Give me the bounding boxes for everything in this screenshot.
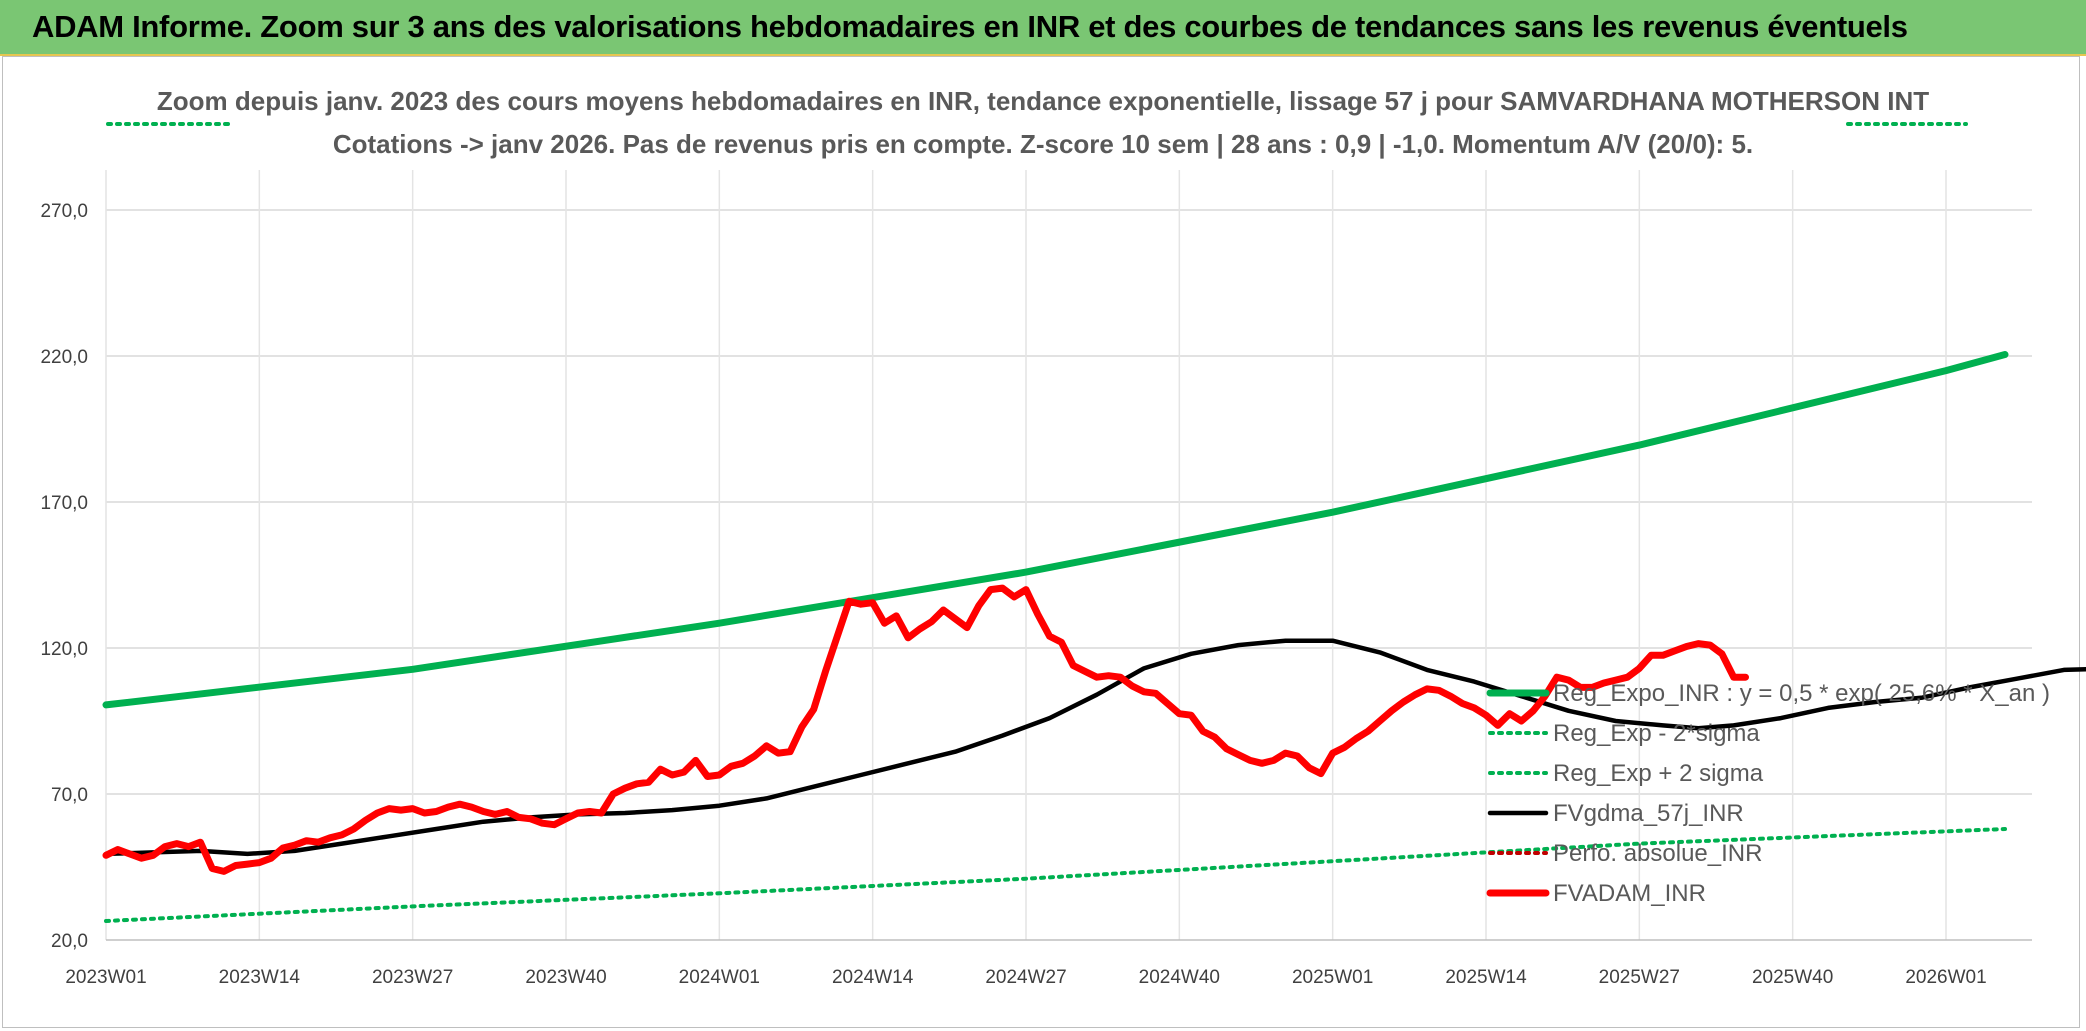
x-tick-label: 2025W14 [1445,967,1527,988]
series-line-5 [102,584,1749,875]
legend-label: Perfo. absolue_INR [1553,840,1762,867]
y-tick-label: 220,0 [40,347,88,368]
report-title: ADAM Informe. Zoom sur 3 ans des valoris… [32,9,1908,44]
y-tick-label: 120,0 [40,639,88,660]
series-line-0 [102,351,2009,709]
x-tick-label: 2023W40 [525,967,606,988]
x-tick-label: 2024W14 [832,967,914,988]
x-tick-label: 2025W01 [1292,967,1373,988]
series-line-3 [103,638,2086,857]
legend-label: Reg_Expo_INR : y = 0,5 * exp( 25,6% * X_… [1553,680,2050,707]
legend-label: Reg_Exp - 2*sigma [1553,720,1760,747]
legend-label: FVADAM_INR [1553,880,1706,907]
axes: 20,0 70,0 120,0 170,0 220,0 270,0 2023W01 2023W… [40,201,2032,988]
y-tick-label: 270,0 [40,201,88,222]
series-group [102,351,2086,923]
x-tick-label: 2024W27 [985,967,1066,988]
chart-title-line2: Cotations -> janv 2026. Pas de revenus p… [333,129,1753,159]
series-line-1 [104,827,2007,923]
chart-frame [2,56,2080,1028]
y-tick-label: 170,0 [40,493,88,514]
chart-title-line1: Zoom depuis janv. 2023 des cours moyens … [157,86,1929,116]
y-tick-label: 70,0 [51,785,88,806]
legend-label: FVgdma_57j_INR [1553,800,1744,827]
legend-label: Reg_Exp + 2 sigma [1553,760,1764,787]
x-tick-label: 2024W01 [679,967,760,988]
x-tick-label: 2024W40 [1139,967,1220,988]
x-tick-label: 2025W40 [1752,967,1833,988]
x-tick-label: 2023W27 [372,967,453,988]
x-tick-label: 2023W14 [219,967,301,988]
x-tick-label: 2025W27 [1599,967,1680,988]
gridlines [105,170,2032,940]
y-tick-label: 20,0 [51,931,88,952]
legend: Reg_Expo_INR : y = 0,5 * exp( 25,6% * X_… [1486,680,2050,907]
x-tick-label: 2026W01 [1905,967,1986,988]
x-tick-label: 2023W01 [65,967,146,988]
report-banner: ADAM Informe. Zoom sur 3 ans des valoris… [0,0,2086,56]
